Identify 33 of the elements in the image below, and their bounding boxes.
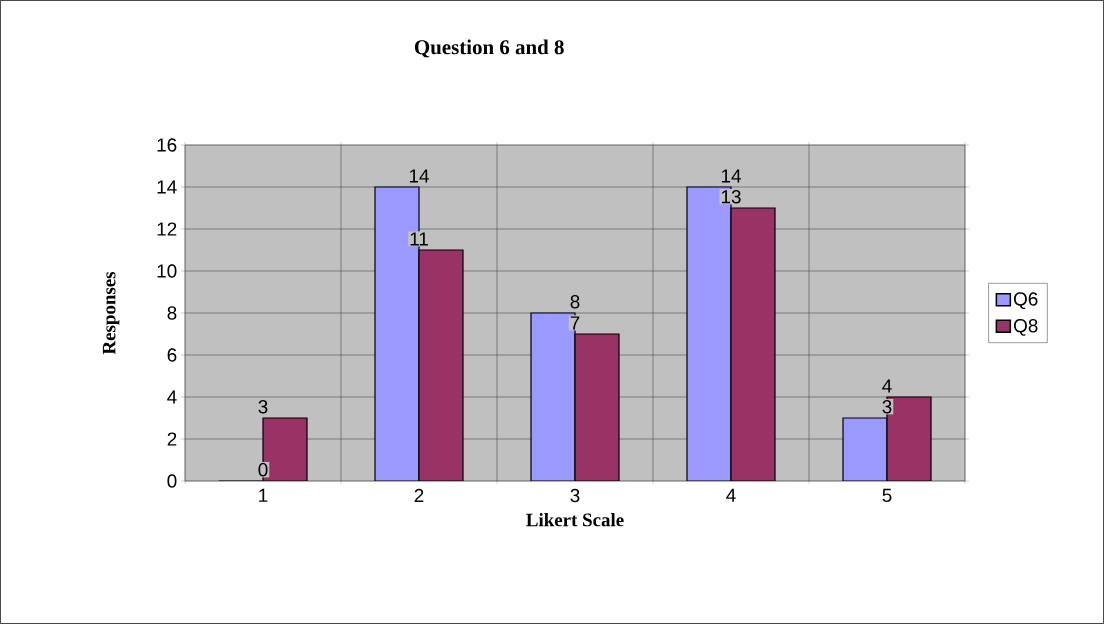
y-tick-label: 4 [167,390,177,404]
y-tick-label: 6 [167,348,177,362]
legend-label: Q6 [1013,292,1038,310]
bar [730,207,776,481]
data-label: 8 [570,295,580,309]
y-tick-label: 16 [157,138,177,152]
data-label: 14 [721,169,741,183]
x-tick-label: 1 [259,488,268,502]
data-label: 13 [721,190,741,204]
y-tick-label: 8 [167,306,177,320]
data-label: 11 [410,232,428,246]
legend-label: Q8 [1013,318,1038,336]
y-tick-label: 10 [157,264,177,278]
data-label: 4 [882,379,892,393]
y-tick-label: 12 [157,222,177,236]
data-label: 7 [570,316,580,330]
y-tick-label: 14 [157,180,177,194]
chart-title: Question 6 and 8 [414,39,564,58]
data-label: 14 [409,169,429,183]
data-label: 3 [258,400,268,414]
data-label: 0 [258,463,268,477]
x-tick-label: 2 [414,488,424,502]
x-tick-label: 5 [882,488,892,502]
x-axis-title: Likert Scale [526,513,624,527]
y-tick-label: 0 [167,474,177,488]
x-tick-label: 3 [570,488,580,503]
y-tick-label: 2 [167,432,177,446]
bar [842,417,888,481]
y-axis-title: Responses [102,271,120,355]
bar [418,249,464,481]
data-label: 3 [882,400,892,414]
x-tick-label: 4 [726,488,736,502]
bar [574,333,620,481]
